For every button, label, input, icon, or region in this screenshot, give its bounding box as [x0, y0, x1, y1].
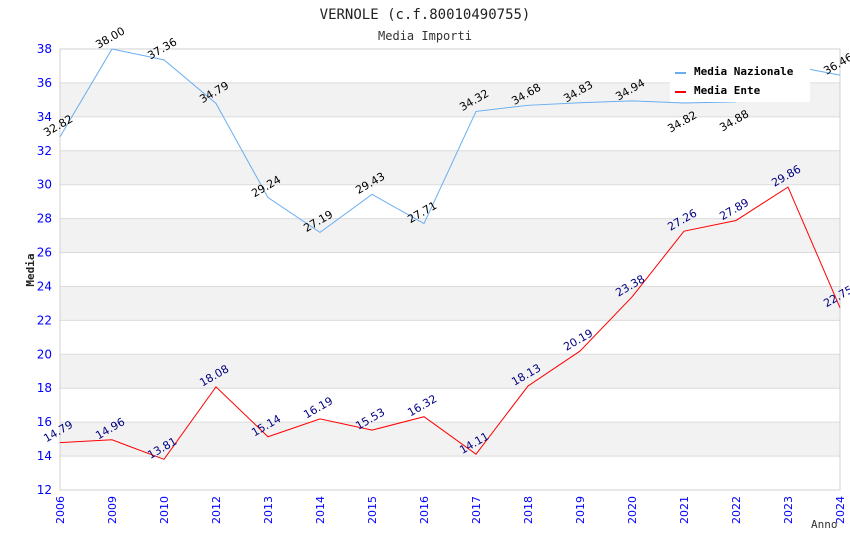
chart-title: VERNOLE (c.f.80010490755)	[320, 7, 531, 23]
y-tick-label: 26	[37, 246, 52, 260]
x-tick-label: 2024	[834, 496, 847, 524]
y-tick-label: 16	[37, 415, 52, 429]
data-label: 16.19	[301, 394, 335, 421]
legend-swatch-nazionale	[675, 72, 686, 74]
series-line-nazionale	[59, 48, 841, 233]
x-tick-label: 2021	[678, 496, 691, 524]
data-label: 37.36	[145, 35, 179, 62]
y-tick-label: 24	[37, 279, 52, 293]
series-line-ente	[59, 186, 841, 460]
y-tick-label: 12	[37, 483, 52, 497]
x-tick-label: 2014	[314, 496, 327, 524]
y-tick-label: 30	[37, 178, 52, 192]
y-tick-label: 20	[37, 347, 52, 361]
y-tick-label: 32	[37, 144, 52, 158]
x-tick-label: 2023	[782, 496, 795, 524]
x-tick-label: 2020	[626, 496, 639, 524]
legend-box	[670, 57, 810, 102]
legend-label-ente: Media Ente	[694, 84, 761, 97]
x-tick-label: 2022	[730, 496, 743, 524]
x-tick-label: 2013	[262, 496, 275, 524]
y-tick-label: 34	[37, 110, 52, 124]
data-label: 38.00	[93, 24, 127, 51]
legend-swatch-ente	[675, 91, 686, 93]
legend-label-nazionale: Media Nazionale	[694, 65, 794, 78]
x-tick-label: 2012	[210, 496, 223, 524]
legend: Media Nazionale Media Ente	[670, 57, 810, 102]
data-label: 36.46	[821, 51, 850, 78]
x-tick-label: 2019	[574, 496, 587, 524]
y-tick-label: 36	[37, 76, 52, 90]
x-axis-label: Anno	[811, 518, 838, 531]
y-tick-label: 38	[37, 42, 52, 56]
y-tick-label: 28	[37, 212, 52, 226]
chart-subtitle: Media Importi	[378, 29, 472, 43]
plot-frame	[59, 48, 841, 491]
x-tick-label: 2009	[106, 496, 119, 524]
x-tick-label: 2017	[470, 496, 483, 524]
y-tick-label: 22	[37, 313, 52, 327]
data-label: 16.32	[405, 392, 439, 419]
x-tick-label: 2006	[54, 496, 67, 524]
y-tick-label: 14	[37, 449, 52, 463]
x-tick-label: 2018	[522, 496, 535, 524]
x-tick-label: 2010	[158, 496, 171, 524]
grid-band	[60, 354, 840, 389]
grid-band	[60, 422, 840, 457]
grid-band	[60, 218, 840, 253]
x-tick-label: 2016	[418, 496, 431, 524]
y-tick-label: 18	[37, 381, 52, 395]
grid-band	[60, 286, 840, 321]
x-tick-label: 2015	[366, 496, 379, 524]
y-axis-label: Media	[24, 253, 37, 286]
data-label: 20.19	[561, 327, 595, 354]
